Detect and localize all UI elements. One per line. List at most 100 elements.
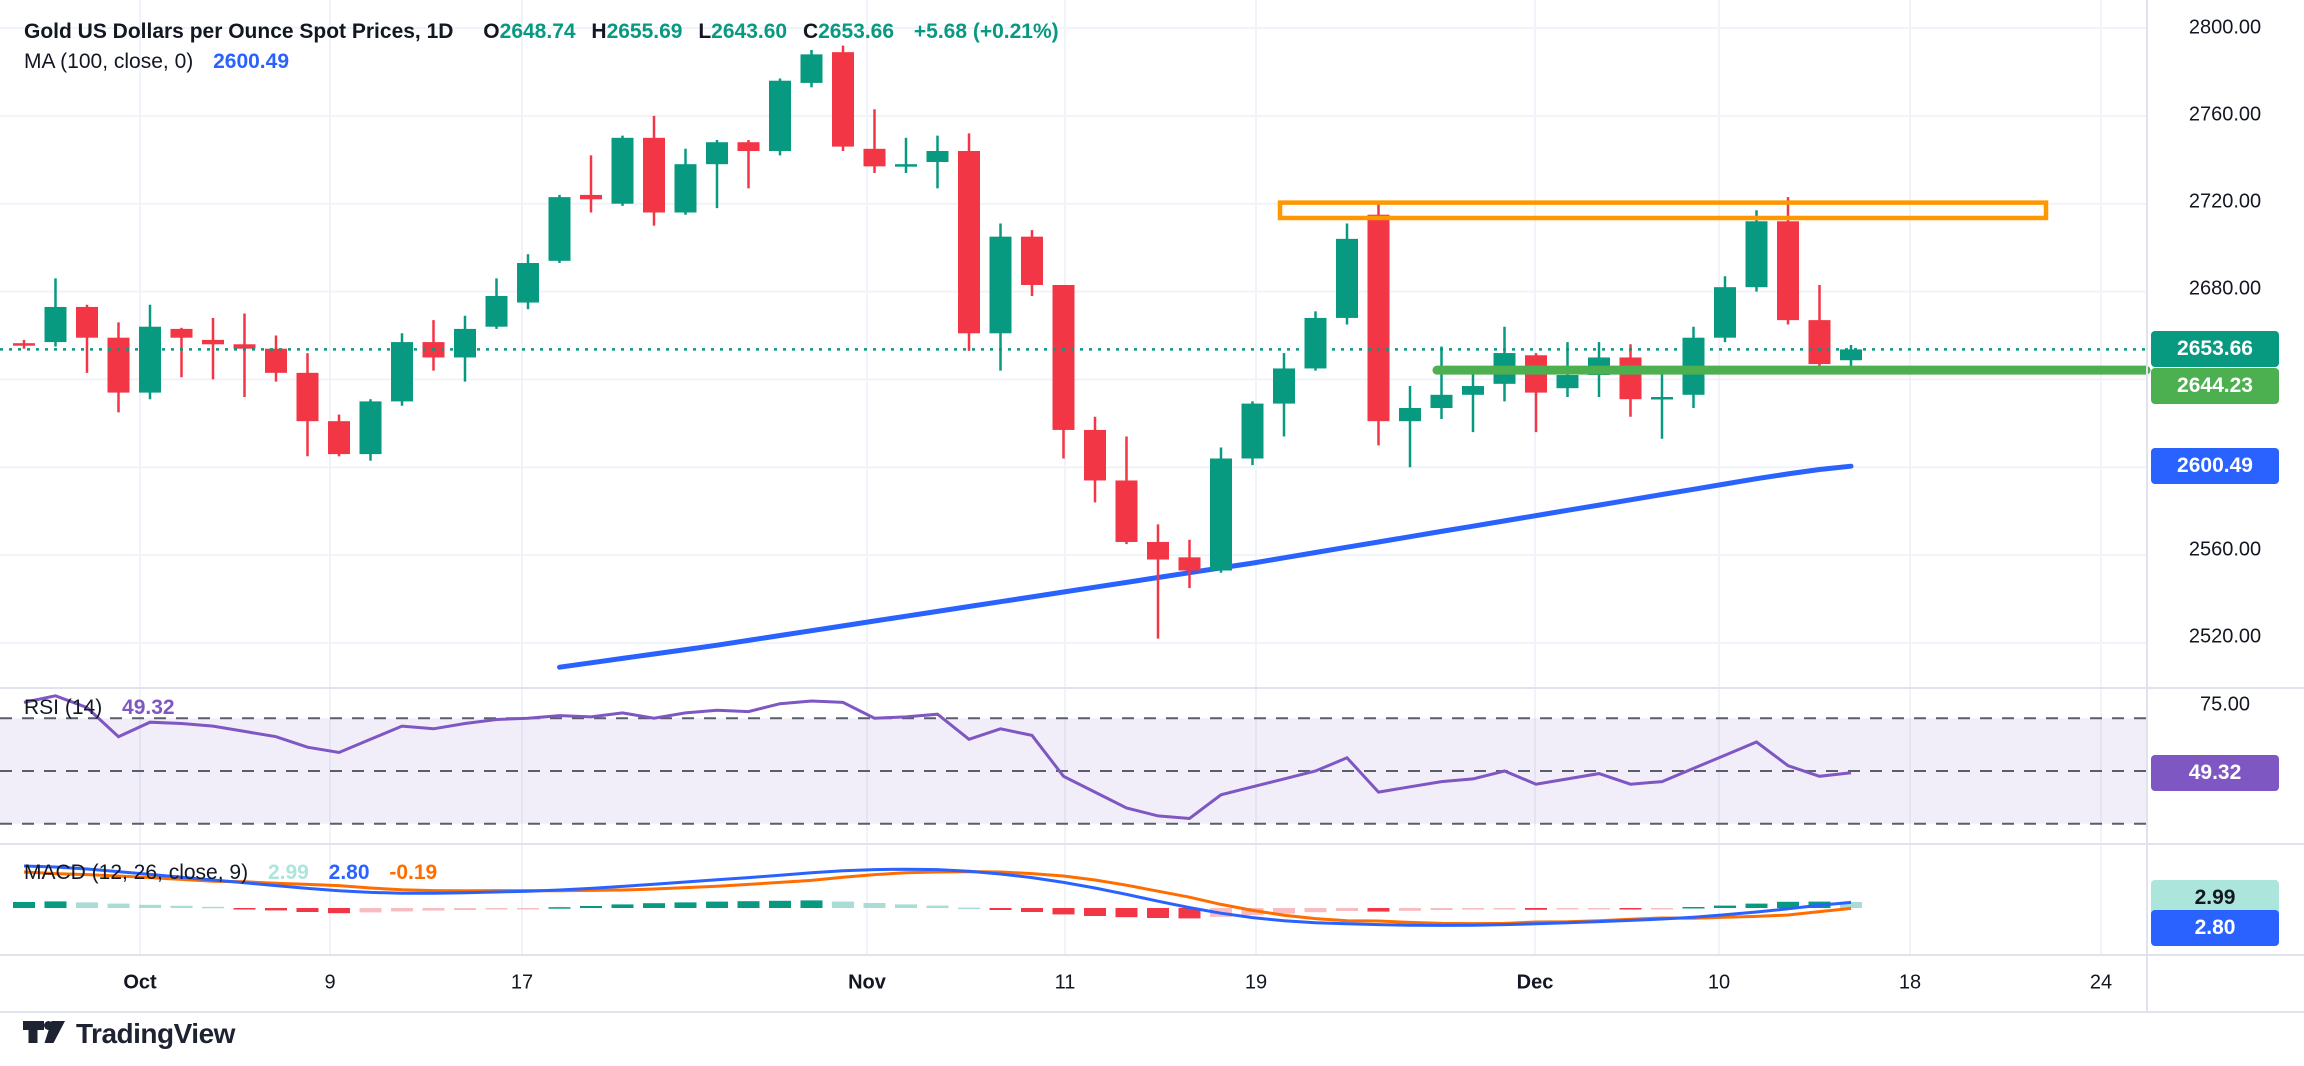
macd-histogram-bar (643, 903, 665, 908)
macd-histogram-bar (359, 908, 382, 913)
candle-body (989, 236, 1012, 334)
macd-histogram-bar (580, 906, 602, 908)
ma-label: MA (100, close, 0) (24, 50, 194, 73)
candle-body (1462, 386, 1484, 395)
candle-body (485, 295, 508, 327)
candle-body (1210, 458, 1232, 571)
macd-histogram-bar (895, 904, 917, 908)
symbol-legend[interactable]: Gold US Dollars per Ounce Spot Prices, 1… (24, 20, 1059, 44)
candle-body (1084, 429, 1106, 481)
candle-body (1399, 407, 1421, 422)
candle-body (517, 263, 539, 303)
candle-body (863, 148, 886, 167)
macd-histogram-bar (863, 903, 886, 908)
candle-body (265, 348, 287, 373)
candle-body (926, 151, 949, 162)
brand-name: TradingView (76, 1018, 235, 1049)
macd-histogram-bar (1619, 908, 1642, 910)
candle-body (1745, 221, 1768, 288)
candle-body (895, 164, 917, 167)
candle-body (737, 142, 760, 152)
candle-body (706, 142, 728, 165)
candle-body (1556, 375, 1579, 389)
macd-histogram-bar (107, 903, 130, 908)
high-label: H (591, 20, 607, 43)
macd-histogram-bar (44, 901, 67, 908)
rsi-line (23, 694, 1852, 821)
macd-histogram-bar (454, 908, 476, 910)
candle-body (1241, 403, 1264, 459)
price-axis-border (2146, 0, 2148, 1011)
candle-body (958, 151, 980, 334)
tradingview-brand[interactable]: TradingView (22, 1018, 235, 1050)
candle-body (1367, 214, 1390, 422)
candle-body (580, 194, 602, 200)
pane-separator-rsi-macd[interactable] (0, 843, 2304, 845)
candle-body (1147, 541, 1169, 560)
candle-body (674, 164, 697, 213)
candle-body (13, 343, 35, 346)
candle-body (1304, 317, 1327, 369)
candle-body (170, 328, 193, 338)
macd-histogram-bar (989, 908, 1012, 910)
candle-body (454, 328, 476, 358)
macd-legend[interactable]: MACD (12, 26, close, 9) 2.99 2.80 -0.19 (24, 861, 437, 885)
macd-histogram-bar (674, 902, 697, 908)
time-axis-label: 19 (1244, 971, 1268, 994)
candle-body (832, 52, 854, 147)
macd-line-value: 2.80 (328, 861, 370, 884)
price-axis-tick: 2800.00 (2188, 16, 2262, 39)
macd-histogram-bar (1651, 908, 1673, 910)
macd-histogram-bar (1745, 903, 1768, 908)
candle-body (1178, 557, 1201, 571)
time-axis-label: Dec (1516, 971, 1554, 994)
ma100-price-badge: 2600.49 (2151, 448, 2279, 484)
macd-histogram-bar (1399, 908, 1421, 911)
candle-body (1619, 357, 1642, 400)
candle-body (139, 326, 161, 393)
low-label: L (698, 20, 712, 43)
macd-histogram-bar (1147, 908, 1169, 918)
macd-histogram-bar (139, 904, 161, 908)
macd-hist-value: 2.99 (267, 861, 309, 884)
macd-histogram-bar (1682, 907, 1705, 909)
orange-resistance-box[interactable] (1277, 200, 2049, 221)
candle-body (1840, 349, 1862, 361)
open-label: O (483, 20, 500, 43)
candle-body (548, 197, 571, 261)
green-ray-price-badge: 2644.23 (2151, 368, 2279, 404)
macd-histogram-bar (1178, 908, 1201, 919)
low-value: 2643.60 (711, 20, 788, 43)
macd-label: MACD (12, 26, close, 9) (24, 861, 249, 884)
high-value: 2655.69 (606, 20, 683, 43)
pane-separator-main-rsi[interactable] (0, 687, 2304, 689)
candle-body (328, 421, 350, 455)
macd-histogram-bar (1430, 908, 1453, 910)
candle-body (1651, 397, 1673, 400)
time-axis-border (0, 954, 2304, 956)
macd-line (23, 864, 1852, 927)
candle-body (44, 306, 67, 343)
candle-body (769, 80, 791, 152)
macd-histogram-bar (1052, 908, 1075, 915)
macd-histogram-bar (1525, 908, 1547, 910)
rsi-band (0, 718, 2146, 824)
macd-histogram-bar (1462, 908, 1484, 910)
macd-histogram-bar (202, 906, 224, 909)
ma-legend[interactable]: MA (100, close, 0) 2600.49 (24, 50, 289, 74)
macd-histogram-bar (170, 905, 193, 908)
close-value: 2653.66 (818, 20, 895, 43)
ma100-line (557, 463, 1854, 670)
candle-body (1336, 238, 1358, 318)
macd-histogram-bar (1021, 908, 1043, 912)
rsi-value-badge: 49.32 (2151, 755, 2279, 791)
macd-histogram-bar (485, 908, 508, 910)
macd-signal-value: -0.19 (389, 861, 438, 884)
time-axis-label: 24 (2089, 971, 2113, 994)
macd-histogram-bar (296, 908, 319, 912)
candle-body (1115, 480, 1138, 542)
rsi-legend[interactable]: RSI (14) 49.32 (24, 696, 175, 720)
time-axis-label: 11 (1054, 971, 1076, 994)
candle-body (76, 306, 98, 338)
